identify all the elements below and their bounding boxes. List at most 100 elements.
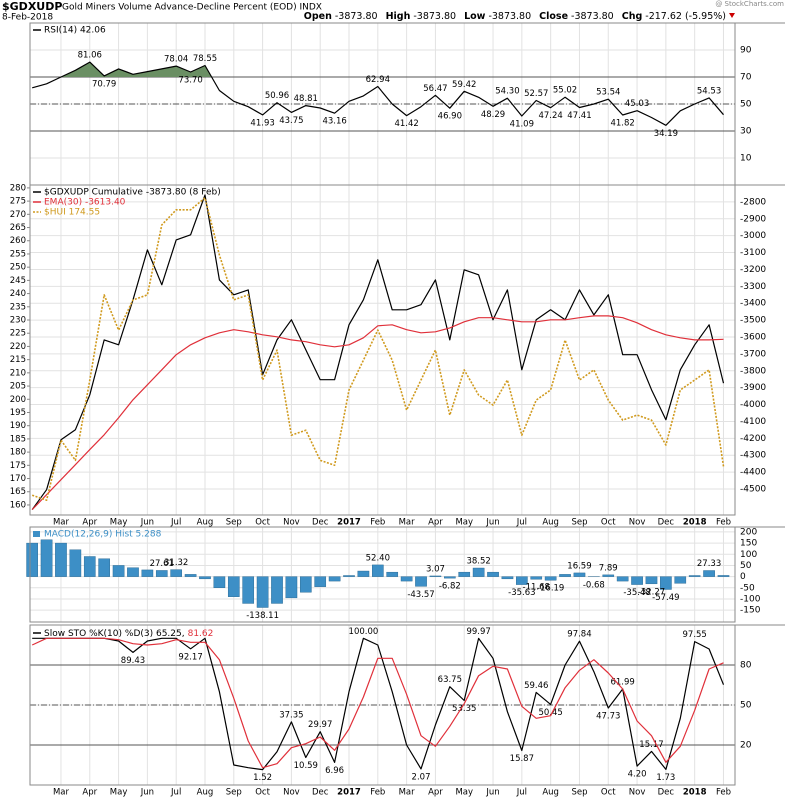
series-line	[31, 194, 725, 510]
quote-label: Close	[539, 11, 568, 22]
y-tick-label: 175	[10, 461, 26, 471]
x-tick-label: 2017	[337, 788, 361, 798]
data-label: 81.06	[78, 51, 102, 61]
y2-tick-label: -4100	[740, 417, 766, 427]
x-tick-label: Oct	[601, 518, 616, 528]
x-tick-label: May	[110, 518, 128, 528]
bar	[199, 576, 211, 580]
y2-tick-label: -3900	[740, 383, 766, 393]
x-tick-label: Jul	[170, 788, 181, 798]
y-tick-label: 275	[10, 197, 26, 207]
bar	[343, 575, 355, 577]
x-tick-label: Apr	[428, 518, 443, 528]
data-label: -57.49	[652, 593, 679, 603]
y-tick-label: 80	[740, 661, 752, 671]
legend-entry: Slow STO %K(10) %D(3) 65.25,	[44, 629, 185, 639]
x-tick-label: 2018	[683, 788, 707, 798]
y2-tick-label: -4300	[740, 451, 766, 461]
bar	[559, 574, 571, 577]
data-label: -16.19	[537, 584, 564, 594]
x-tick-label: Dec	[658, 788, 675, 798]
x-tick-label: 2018	[683, 518, 707, 528]
data-label: 47.24	[538, 111, 562, 121]
bar	[256, 576, 269, 608]
series-line	[31, 315, 724, 511]
legend-entry: EMA(30) -3613.40	[44, 198, 126, 208]
x-tick-label: Mar	[399, 518, 416, 528]
y-tick-label: 10	[740, 154, 752, 164]
x-tick-label: Dec	[312, 788, 329, 798]
data-label: 41.42	[394, 119, 418, 129]
data-label: -0.68	[583, 580, 605, 590]
data-label: 46.90	[438, 112, 462, 122]
bar	[55, 542, 67, 577]
data-label: 29.97	[308, 720, 332, 730]
quote-label: Open	[304, 11, 332, 22]
bar	[688, 575, 701, 577]
x-tick-label: Nov	[283, 518, 300, 528]
y-tick-label: 195	[10, 408, 26, 418]
bar	[703, 570, 715, 577]
y-tick-label: 30	[740, 127, 752, 137]
data-label: 70.79	[92, 79, 116, 89]
x-tick-label: 2017	[337, 518, 361, 528]
x-tick-label: Feb	[716, 788, 731, 798]
x-tick-label: Feb	[716, 518, 731, 528]
bar	[602, 574, 615, 577]
data-label: 43.16	[322, 117, 346, 127]
data-label: 45.03	[625, 99, 649, 109]
data-label: 48.81	[294, 94, 318, 104]
y-tick-label: 70	[740, 73, 752, 83]
x-tick-label: Oct	[601, 788, 616, 798]
data-label: 27.61	[150, 559, 174, 569]
bar	[530, 576, 543, 580]
bar	[213, 576, 226, 589]
y2-tick-label: -3600	[740, 332, 766, 342]
data-label: 54.53	[697, 86, 721, 96]
bar	[616, 576, 629, 582]
bar	[501, 576, 514, 580]
y-tick-label: -150	[740, 606, 761, 616]
y-tick-label: 230	[10, 316, 26, 326]
description: Gold Miners Volume Advance-Decline Perce…	[62, 3, 322, 13]
quote-value: -3873.80	[413, 11, 456, 22]
bar	[184, 574, 197, 577]
data-label: 15.17	[639, 740, 663, 750]
x-tick-label: Feb	[370, 788, 385, 798]
data-label: 15.87	[510, 754, 534, 764]
y-tick-label: 150	[740, 539, 757, 549]
quote-label: High	[386, 11, 411, 22]
y-tick-label: 220	[10, 342, 26, 352]
y-tick-label: 170	[10, 474, 26, 484]
data-label: 78.55	[193, 54, 217, 64]
data-label: 16.59	[567, 561, 591, 571]
bar	[299, 576, 312, 593]
y2-tick-label: -4000	[740, 400, 766, 410]
data-label: 41.82	[610, 119, 634, 129]
x-tick-label: Sep	[571, 788, 587, 798]
data-label: -138.11	[246, 611, 279, 621]
data-label: 97.84	[567, 630, 591, 640]
data-label: 53.35	[452, 704, 476, 714]
y2-tick-label: -3200	[740, 265, 766, 275]
legend-entry: $GDXUDP Cumulative -3873.80 (8 Feb)	[44, 188, 221, 198]
bar	[458, 571, 471, 577]
series-line	[32, 637, 725, 771]
data-label: 50.45	[538, 708, 562, 718]
bar	[242, 576, 255, 604]
y-tick-label: 165	[10, 487, 26, 497]
x-tick-label: May	[455, 788, 473, 798]
data-label: 7.89	[599, 563, 618, 573]
bar	[516, 576, 528, 585]
x-tick-label: Jun	[485, 518, 499, 528]
data-label: 4.20	[628, 770, 647, 780]
data-label: 52.40	[366, 553, 390, 563]
y-tick-label: 225	[10, 329, 26, 339]
down-arrow	[729, 13, 735, 18]
y2-tick-label: -3800	[740, 366, 766, 376]
y-tick-label: 90	[740, 46, 752, 56]
x-tick-label: Jun	[140, 518, 154, 528]
legend: Slow STO %K(10) %D(3) 65.25, 81.62	[44, 629, 213, 639]
y2-tick-label: -4200	[740, 434, 766, 444]
